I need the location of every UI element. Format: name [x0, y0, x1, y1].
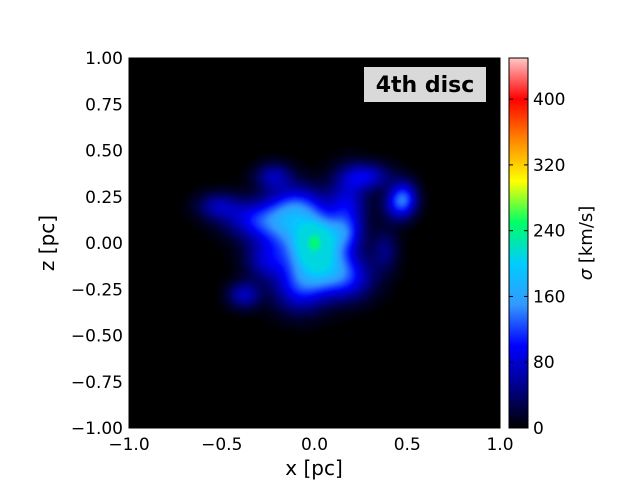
- y-axis: 1.00 0.75 0.50 0.25 0.00 −0.25 −0.50 −0.75 −1.00: [71, 49, 500, 439]
- x-tick-label: 1.0: [486, 435, 513, 455]
- annotation-box: 4th disc: [364, 67, 486, 102]
- colorbar-tick-label: 0: [533, 419, 544, 439]
- y-tick-label: −0.50: [71, 327, 123, 347]
- colorbar-tick-label: 240: [533, 222, 565, 242]
- y-tick-label: −0.75: [71, 373, 123, 393]
- y-tick-label: −0.25: [71, 280, 123, 300]
- x-axis: −1.0 −0.5 0.0 0.5 1.0: [108, 58, 514, 455]
- y-tick-label: −1.00: [71, 419, 123, 439]
- annotation-label: 4th disc: [376, 73, 475, 98]
- colorbar-label-symbol: σ: [576, 268, 597, 280]
- y-axis-label: z [pc]: [35, 215, 59, 271]
- heatmap-image: [129, 58, 500, 428]
- colorbar-tick-label: 160: [533, 287, 565, 307]
- y-tick-label: 0.00: [85, 234, 123, 254]
- x-tick-label: −0.5: [201, 435, 242, 455]
- colorbar-tick-label: 80: [533, 353, 555, 373]
- colorbar: [509, 58, 528, 428]
- colorbar-tick-label: 400: [533, 90, 565, 110]
- colorbar-tick-label: 320: [533, 156, 565, 176]
- y-tick-label: 0.25: [85, 188, 123, 208]
- colorbar-label-unit: [km/s]: [576, 206, 597, 269]
- x-tick-label: 0.5: [394, 435, 421, 455]
- colorbar-label: σ [km/s]: [576, 206, 597, 281]
- colorbar-axis: 0 80 160 240 320 400: [509, 90, 565, 439]
- y-tick-label: 0.75: [85, 95, 123, 115]
- x-tick-label: −1.0: [108, 435, 149, 455]
- colorbar-frame: [508, 57, 529, 429]
- x-tick-label: 0.0: [301, 435, 328, 455]
- y-tick-label: 0.50: [85, 142, 123, 162]
- annotation-background: [364, 67, 486, 102]
- x-axis-label: x [pc]: [285, 456, 343, 480]
- y-tick-label: 1.00: [85, 49, 123, 69]
